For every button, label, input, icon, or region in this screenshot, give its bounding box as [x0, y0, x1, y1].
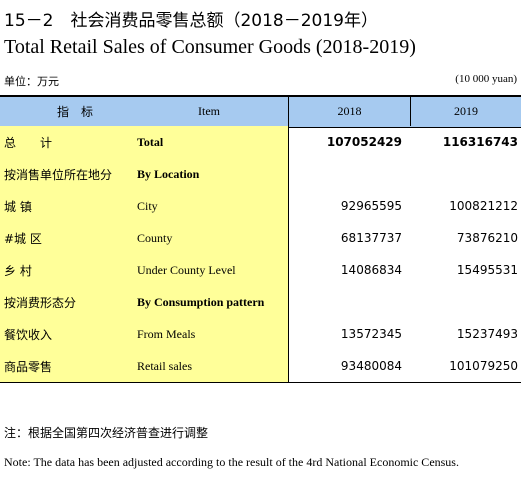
value: 116316743 [442, 135, 518, 149]
value: 15495531 [456, 263, 518, 277]
row-label: 乡 村 [4, 263, 32, 278]
note-en: Note: The data has been adjusted accordi… [4, 455, 459, 469]
divider [288, 96, 289, 382]
value: 13572345 [340, 327, 402, 341]
column-header: 指 标 [56, 104, 93, 119]
row-label: 按消费形态分 [4, 295, 77, 310]
row-label-en: County [137, 230, 173, 245]
row-label-en: City [137, 198, 158, 213]
divider [410, 96, 411, 126]
row-label: 餐饮收入 [4, 327, 53, 342]
row-label: 商品零售 [4, 359, 53, 374]
title: 15－2 社会消费品零售总额（2018－2019年） [4, 11, 378, 31]
value: 93480084 [340, 359, 402, 373]
value [411, 286, 518, 318]
value: 100821212 [449, 199, 518, 213]
value: 15237493 [456, 327, 518, 341]
value: 68137737 [340, 231, 402, 245]
value: 14086834 [340, 263, 402, 277]
value: 73876210 [456, 231, 518, 245]
value [411, 158, 518, 190]
row-label-en: Retail sales [137, 358, 192, 373]
value [289, 158, 402, 190]
row-label-en: By Location [137, 166, 200, 181]
value: 107052429 [326, 135, 402, 149]
value: 101079250 [449, 359, 518, 373]
value: 92965595 [340, 199, 402, 213]
row-label: 总 计 [4, 135, 53, 150]
column-header: 2018 [337, 103, 362, 118]
column-header: 2019 [454, 103, 478, 118]
row-label-en: Under County Level [137, 262, 236, 277]
title-en: Total Retail Sales of Consumer Goods (20… [4, 36, 416, 58]
row-label: #城 区 [4, 231, 42, 246]
label-column [0, 126, 288, 382]
table-bottom [0, 382, 521, 383]
column-header: Item [198, 103, 220, 118]
table-header [0, 95, 521, 128]
unit: 单位：万元 [4, 75, 59, 88]
row-label-en: By Consumption pattern [137, 294, 265, 309]
row-label-en: From Meals [137, 326, 196, 341]
row-label: 按消售单位所在地分 [4, 167, 113, 182]
note: 注：根据全国第四次经济普查进行调整 [4, 426, 209, 440]
unit-en: (10 000 yuan) [455, 73, 517, 85]
value [289, 286, 402, 318]
row-label-en: Total [137, 134, 164, 149]
row-label: 城 镇 [4, 199, 32, 214]
